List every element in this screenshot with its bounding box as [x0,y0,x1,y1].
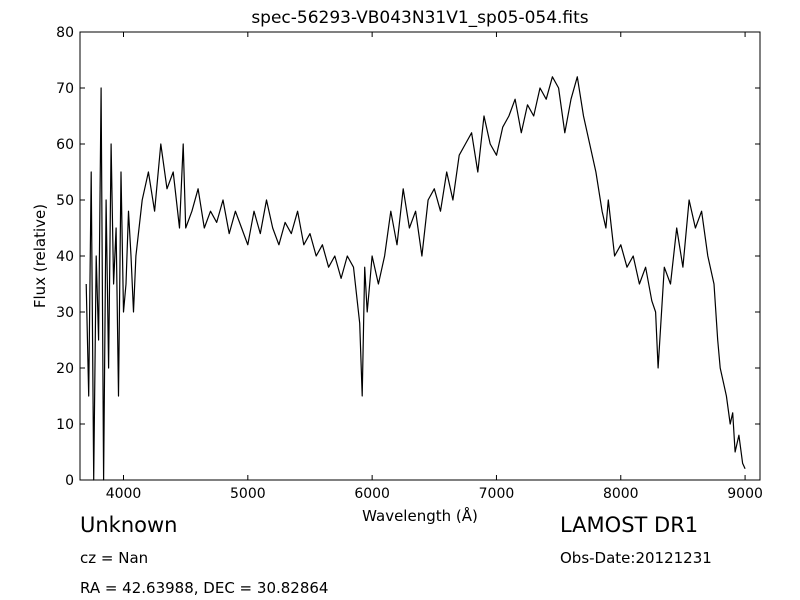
x-tick-label: 5000 [230,486,266,502]
y-axis-label: Flux (relative) [31,204,49,308]
y-tick-label: 20 [56,361,74,377]
y-tick-label: 0 [65,473,74,489]
x-tick-label: 9000 [727,486,763,502]
y-tick-label: 10 [56,417,74,433]
y-tick-label: 70 [56,81,74,97]
y-axis-ticks: 0 10 20 30 40 50 60 70 80 [56,25,760,489]
x-tick-label: 8000 [603,486,639,502]
spectrum-line-0 [85,76,746,481]
coordinates-label: RA = 42.63988, DEC = 30.82864 [80,579,329,597]
survey-label: LAMOST DR1 [560,513,699,537]
plot-frame [79,31,761,481]
x-tick-label: 7000 [479,486,515,502]
y-tick-label: 80 [56,25,74,41]
chart-title: spec-56293-VB043N31V1_sp05-054.fits [251,8,588,28]
x-tick-label: 4000 [106,486,142,502]
y-tick-label: 60 [56,137,74,153]
object-class-label: Unknown [80,513,178,537]
y-tick-label: 50 [56,193,74,209]
redshift-label: cz = Nan [80,549,149,567]
x-axis-ticks: 4000 5000 6000 7000 8000 9000 [106,32,763,502]
obs-date-label: Obs-Date:20121231 [560,549,712,567]
y-tick-label: 40 [56,249,74,265]
x-axis-label: Wavelength (Å) [362,506,478,525]
y-tick-label: 30 [56,305,74,321]
spectrum-layer [85,76,746,481]
x-tick-label: 6000 [354,486,390,502]
